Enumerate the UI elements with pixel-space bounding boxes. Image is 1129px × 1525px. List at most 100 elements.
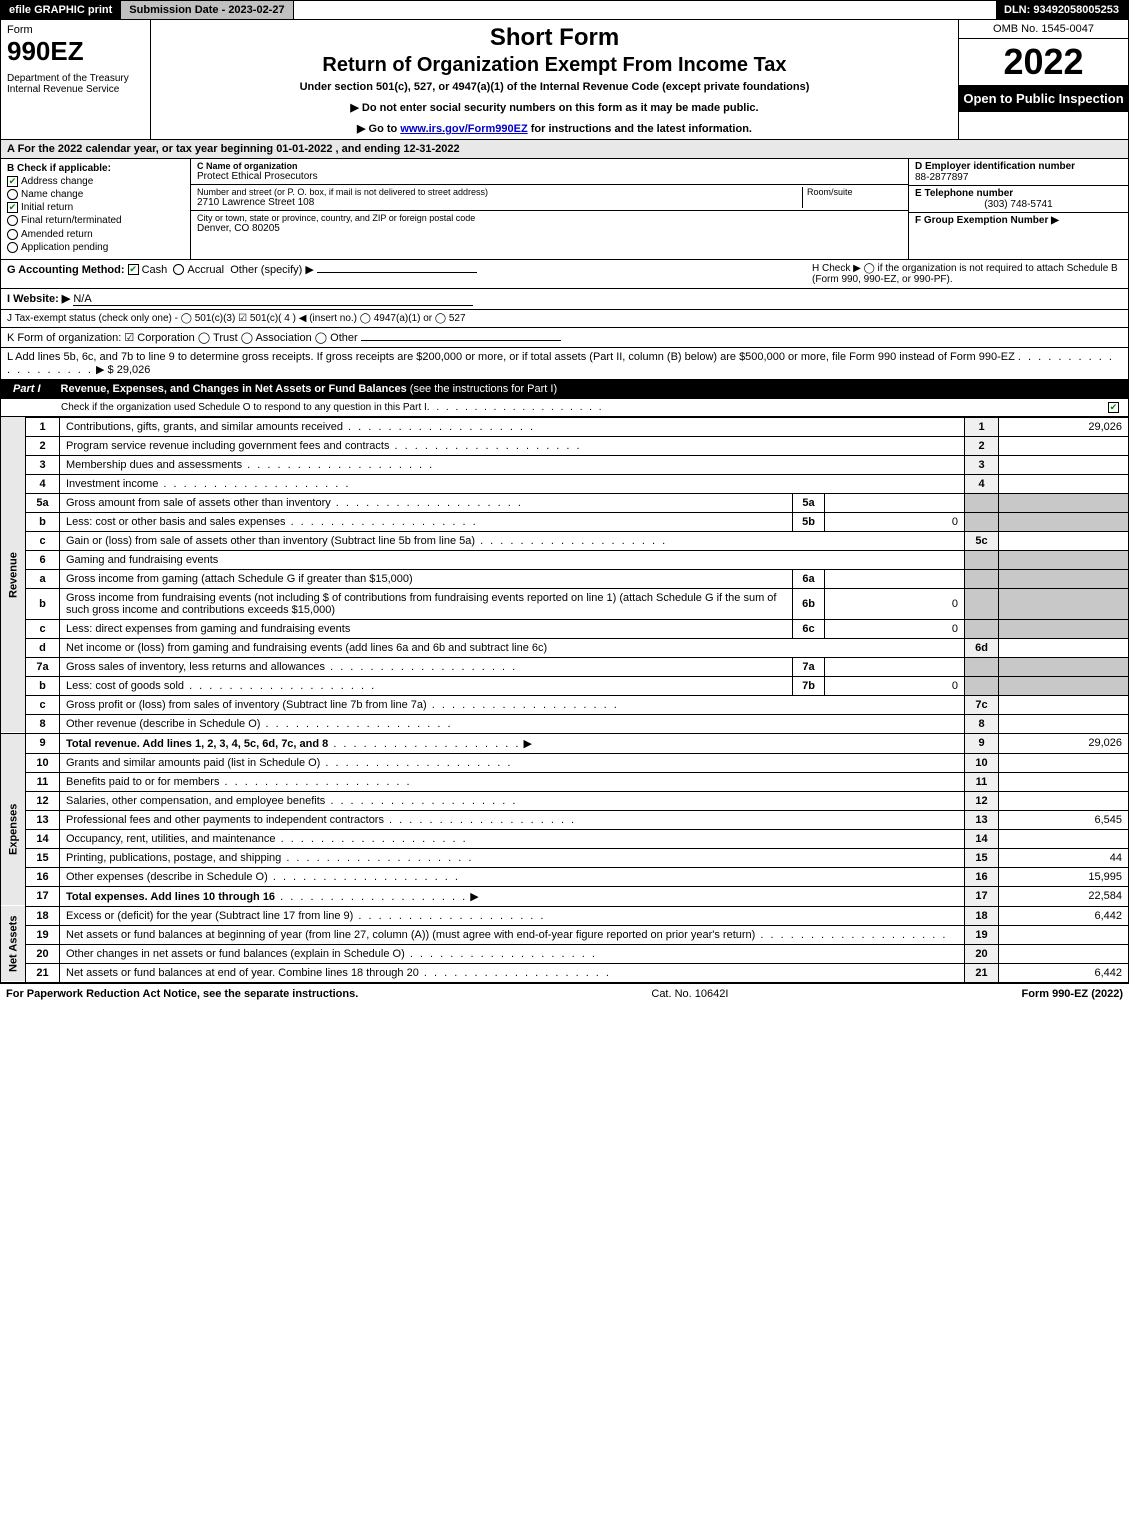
part-i-title: Revenue, Expenses, and Changes in Net As…	[53, 380, 1128, 398]
line-21-amount: 6,442	[999, 963, 1129, 982]
line-amount	[999, 436, 1129, 455]
dots	[268, 871, 460, 883]
line-desc: Less: direct expenses from gaming and fu…	[66, 623, 350, 635]
line-17: 17Total expenses. Add lines 10 through 1…	[1, 886, 1129, 906]
line-18: Net Assets 18Excess or (deficit) for the…	[1, 906, 1129, 925]
top-bar: efile GRAPHIC print Submission Date - 20…	[0, 0, 1129, 20]
dots	[219, 776, 411, 788]
instr-2: ▶ Go to www.irs.gov/Form990EZ for instru…	[161, 122, 948, 135]
radio-icon	[173, 264, 184, 275]
open-to-public: Open to Public Inspection	[959, 85, 1128, 112]
dots	[276, 833, 468, 845]
block-bcdef: B Check if applicable: Address change Na…	[0, 159, 1129, 260]
dots	[325, 795, 517, 807]
chk-application-pending[interactable]: Application pending	[7, 242, 184, 253]
line-18-amount: 6,442	[999, 906, 1129, 925]
line-desc: Contributions, gifts, grants, and simila…	[66, 421, 343, 433]
part-i-header: Part I Revenue, Expenses, and Changes in…	[0, 380, 1129, 399]
form-header: Form 990EZ Department of the Treasury In…	[0, 20, 1129, 140]
line-7b: bLess: cost of goods sold 7b0	[1, 676, 1129, 695]
form-subtitle: Under section 501(c), 527, or 4947(a)(1)…	[161, 81, 948, 93]
line-desc: Net income or (loss) from gaming and fun…	[66, 642, 547, 654]
line-desc: Salaries, other compensation, and employ…	[66, 795, 325, 807]
part-i-label: Part I	[1, 380, 53, 398]
footer-right: Form 990-EZ (2022)	[1022, 988, 1123, 1000]
group-exemption-cell: F Group Exemption Number ▶	[909, 213, 1128, 259]
row-k-form-org: K Form of organization: ☑ Corporation ◯ …	[0, 328, 1129, 348]
revenue-sidelabel: Revenue	[1, 417, 26, 733]
line-16-amount: 15,995	[999, 867, 1129, 886]
line-6a: aGross income from gaming (attach Schedu…	[1, 569, 1129, 588]
i-label: I Website: ▶	[7, 293, 70, 305]
chk-label: Application pending	[21, 242, 108, 253]
checkbox-icon	[7, 202, 18, 213]
line-6: 6Gaming and fundraising events	[1, 550, 1129, 569]
cash-label: Cash	[142, 264, 168, 276]
check-b-header: B Check if applicable:	[7, 163, 184, 174]
checkbox-icon	[128, 264, 139, 275]
line-desc: Other revenue (describe in Schedule O)	[66, 718, 260, 730]
schedule-o-checkbox[interactable]	[1108, 402, 1119, 413]
dots	[325, 661, 517, 673]
col-c-org-info: C Name of organization Protect Ethical P…	[191, 159, 908, 259]
city-label: City or town, state or province, country…	[197, 213, 902, 223]
row-l-gross-receipts: L Add lines 5b, 6c, and 7b to line 9 to …	[0, 348, 1129, 380]
line-desc: Gross income from fundraising events (no…	[66, 592, 776, 616]
line-inval	[825, 657, 965, 676]
submission-date: Submission Date - 2023-02-27	[121, 1, 293, 19]
line-desc: Gross profit or (loss) from sales of inv…	[66, 699, 427, 711]
line-11: 11Benefits paid to or for members 11	[1, 772, 1129, 791]
line-desc: Other expenses (describe in Schedule O)	[66, 871, 268, 883]
line-15-amount: 44	[999, 848, 1129, 867]
dots	[275, 891, 467, 903]
irs-link[interactable]: www.irs.gov/Form990EZ	[400, 123, 527, 135]
line-inval	[825, 569, 965, 588]
dln-label: DLN: 93492058005253	[996, 1, 1128, 19]
line-amount	[999, 829, 1129, 848]
line-1: Revenue 1 Contributions, gifts, grants, …	[1, 417, 1129, 436]
dots	[353, 910, 545, 922]
col-b-checkboxes: B Check if applicable: Address change Na…	[1, 159, 191, 259]
row-g-left: G Accounting Method: Cash Accrual Other …	[7, 263, 802, 285]
line-desc: Excess or (deficit) for the year (Subtra…	[66, 910, 353, 922]
phone-value: (303) 748-5741	[915, 199, 1122, 210]
line-3: 3Membership dues and assessments 3	[1, 455, 1129, 474]
schedule-o-text: Check if the organization used Schedule …	[61, 402, 427, 413]
line-desc: Gross sales of inventory, less returns a…	[66, 661, 325, 673]
radio-icon	[7, 215, 18, 226]
line-desc: Less: cost or other basis and sales expe…	[66, 516, 286, 528]
chk-label: Address change	[21, 176, 93, 187]
dots	[389, 440, 581, 452]
footer-mid: Cat. No. 10642I	[651, 988, 728, 1000]
chk-label: Final return/terminated	[21, 216, 122, 227]
header-right: OMB No. 1545-0047 2022 Open to Public In…	[958, 20, 1128, 139]
chk-address-change[interactable]: Address change	[7, 176, 184, 187]
chk-name-change[interactable]: Name change	[7, 189, 184, 200]
form-title-1: Short Form	[161, 24, 948, 52]
line-inval: 0	[825, 588, 965, 619]
org-city: Denver, CO 80205	[197, 223, 902, 234]
line-14: 14Occupancy, rent, utilities, and mainte…	[1, 829, 1129, 848]
line-20: 20Other changes in net assets or fund ba…	[1, 944, 1129, 963]
line-desc: Professional fees and other payments to …	[66, 814, 384, 826]
form-number: 990EZ	[7, 36, 144, 67]
line-desc: Investment income	[66, 478, 158, 490]
chk-initial-return[interactable]: Initial return	[7, 202, 184, 213]
other-blank[interactable]	[317, 272, 477, 273]
line-desc: Membership dues and assessments	[66, 459, 242, 471]
line-desc: Printing, publications, postage, and shi…	[66, 852, 281, 864]
line-desc: Net assets or fund balances at end of ye…	[66, 967, 419, 979]
dots	[158, 478, 350, 490]
g-label: G Accounting Method:	[7, 264, 125, 276]
page-footer: For Paperwork Reduction Act Notice, see …	[0, 983, 1129, 1004]
line-15: 15Printing, publications, postage, and s…	[1, 848, 1129, 867]
radio-icon	[7, 229, 18, 240]
other-blank[interactable]	[361, 340, 561, 341]
chk-final-return[interactable]: Final return/terminated	[7, 215, 184, 226]
row-i-website: I Website: ▶ N/A	[0, 289, 1129, 310]
line-amount	[999, 455, 1129, 474]
line-5b: bLess: cost or other basis and sales exp…	[1, 512, 1129, 531]
chk-amended-return[interactable]: Amended return	[7, 229, 184, 240]
part-title-text: Revenue, Expenses, and Changes in Net As…	[61, 383, 407, 395]
line-amount	[999, 791, 1129, 810]
